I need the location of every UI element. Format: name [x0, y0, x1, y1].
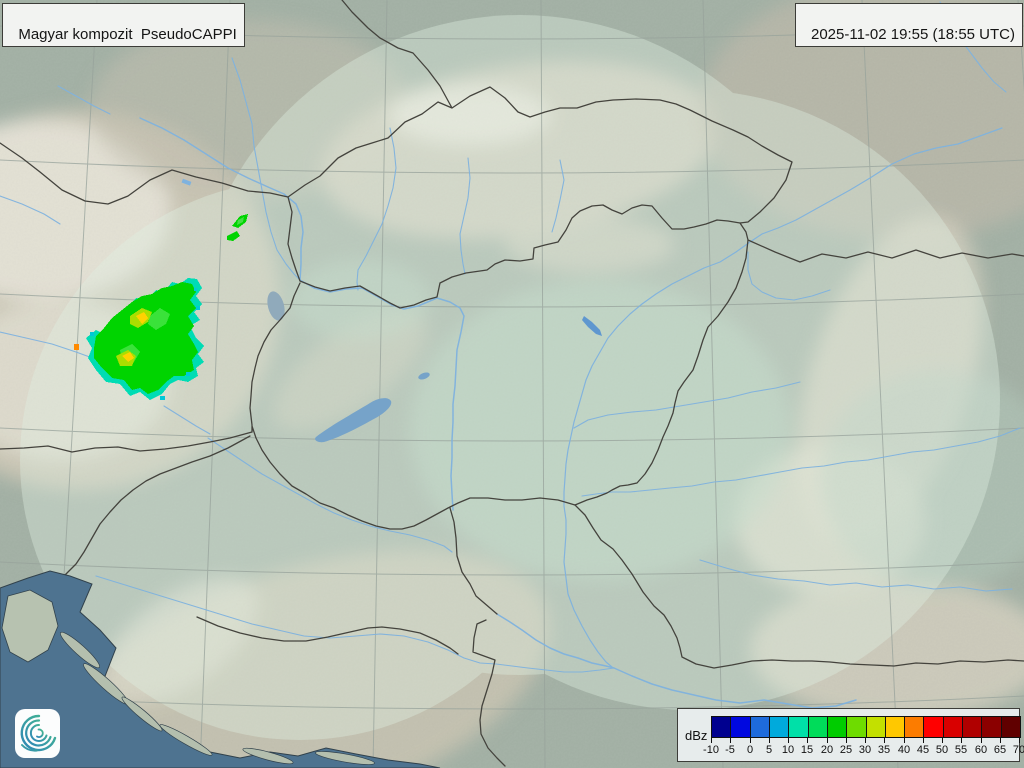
legend-tick — [769, 737, 770, 743]
legend-color-cell — [943, 717, 964, 737]
legend-color-cell — [866, 717, 886, 737]
legend-tick-label: -5 — [725, 744, 735, 756]
river-layer — [0, 1, 1021, 709]
legend-tick-label: 55 — [954, 744, 968, 756]
danube-lower — [496, 613, 857, 709]
legend-tick — [942, 737, 943, 743]
legend-color-cell — [924, 717, 944, 737]
legend-color-cell — [963, 717, 983, 737]
legend-tick — [923, 737, 924, 743]
legend-tick — [904, 737, 905, 743]
legend-tick — [981, 737, 982, 743]
legend-tick-label: 35 — [877, 744, 891, 756]
legend-tick-label: 30 — [858, 744, 872, 756]
legend-tick-label: 65 — [993, 744, 1007, 756]
legend-tick-label: 10 — [781, 744, 795, 756]
lake-velence — [418, 372, 430, 380]
legend-tick-label: 50 — [935, 744, 949, 756]
lake-neusiedl — [267, 291, 285, 321]
radar-echo-layer — [74, 214, 248, 400]
legend-tick-label: 45 — [916, 744, 930, 756]
tisza-river — [563, 127, 1003, 668]
legend-tick-label: 15 — [800, 744, 814, 756]
legend-tick — [750, 737, 751, 743]
croatian-islands — [60, 631, 375, 765]
echo-bright-green-cells — [120, 308, 170, 362]
dbz-legend: dBz -10 -5 0 5 10 15 20 25 30 35 40 45 50 55 60 65 70 — [677, 708, 1024, 762]
lake-layer — [181, 178, 602, 443]
legend-tick-label: 25 — [839, 744, 853, 756]
legend-unit-label: dBz — [685, 728, 708, 743]
legend-tick-label: 60 — [974, 744, 988, 756]
lake-tisza — [582, 316, 602, 336]
legend-tick — [865, 737, 866, 743]
product-title: Magyar kompozit PseudoCAPPI — [18, 26, 237, 43]
legend-tick — [827, 737, 828, 743]
echo-small-bright — [237, 217, 244, 225]
met-service-logo — [15, 709, 60, 758]
legend-color-cell — [1001, 717, 1020, 737]
legend-color-cell — [808, 717, 828, 737]
legend-colorbar — [711, 716, 1021, 738]
lake-balaton — [315, 398, 392, 443]
legend-tick — [884, 737, 885, 743]
legend-tick — [1000, 737, 1001, 743]
danube-river — [139, 117, 465, 511]
legend-color-cell — [712, 717, 732, 737]
legend-tick — [730, 737, 731, 743]
sea-layer — [0, 570, 441, 768]
legend-tick-label: 40 — [897, 744, 911, 756]
legend-color-cell — [982, 717, 1002, 737]
istria-peninsula — [1, 589, 59, 663]
echo-orange-cell — [74, 344, 79, 350]
legend-tick — [846, 737, 847, 743]
border-paths-hungary — [249, 196, 749, 530]
legend-color-cell — [731, 717, 751, 737]
legend-color-cell — [827, 717, 848, 737]
product-title-box: Magyar kompozit PseudoCAPPI — [2, 3, 245, 47]
legend-tick-label: 0 — [746, 744, 754, 756]
legend-tick — [1019, 737, 1020, 743]
legend-color-cell — [769, 717, 790, 737]
legend-color-cell — [789, 717, 809, 737]
minor-rivers — [0, 1, 1021, 673]
reservoir — [181, 178, 192, 186]
timestamp: 2025-11-02 19:55 (18:55 UTC) — [810, 26, 1015, 43]
radar-coverage-area — [20, 15, 1000, 740]
legend-color-cell — [885, 717, 906, 737]
legend-color-cell — [905, 717, 925, 737]
legend-tick — [807, 737, 808, 743]
border-paths-south — [0, 431, 1024, 767]
legend-tick-label: -10 — [703, 744, 719, 756]
border-paths-north — [0, 0, 1024, 263]
echo-yellow-cells — [122, 312, 148, 362]
legend-color-cell — [847, 717, 867, 737]
legend-color-cell — [750, 717, 770, 737]
legend-tick — [961, 737, 962, 743]
legend-tick-label: 5 — [765, 744, 773, 756]
timestamp-box: 2025-11-02 19:55 (18:55 UTC) — [794, 3, 1023, 47]
legend-tick — [711, 737, 712, 743]
legend-tick-label: 70 — [1012, 744, 1024, 756]
legend-tick-label: 20 — [820, 744, 834, 756]
legend-tick — [788, 737, 789, 743]
spiral-logo-icon — [20, 714, 57, 752]
